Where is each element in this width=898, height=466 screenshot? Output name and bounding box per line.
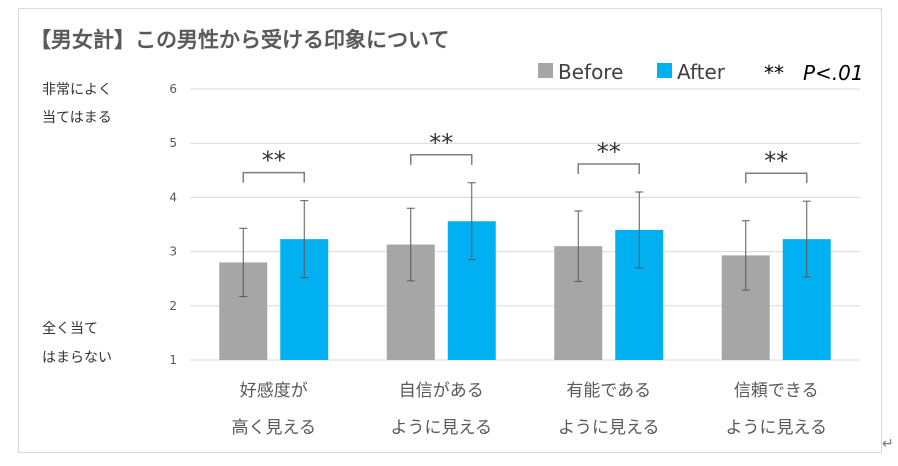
significance-legend-p: P<.01	[803, 61, 864, 85]
significance-stars-3: **	[764, 147, 788, 175]
chart-frame	[18, 8, 882, 453]
significance-bracket-1	[410, 154, 473, 165]
y-label-top-line1: 非常によく	[42, 82, 112, 98]
significance-legend-stars: **	[764, 61, 784, 85]
significance-bracket-2	[577, 163, 640, 174]
y-tick-label: 2	[169, 299, 177, 313]
y-label-bottom-line2: はまらない	[42, 350, 112, 366]
significance-bracket-3	[745, 172, 808, 184]
significance-stars-1: **	[429, 129, 453, 157]
return-mark: ↵	[882, 436, 894, 452]
category-label-0-line2: 高く見える	[232, 418, 317, 438]
legend-label-after: After	[677, 60, 726, 84]
y-tick-label: 3	[169, 245, 177, 259]
significance-bracket-0	[242, 171, 305, 183]
y-tick-label: 5	[169, 136, 177, 150]
category-label-3-line2: ように見える	[726, 418, 828, 438]
category-label-2-line1: 有能である	[566, 381, 651, 401]
y-label-bottom-line1: 全く当て	[42, 320, 98, 337]
y-label-top-line2: 当てはまる	[42, 110, 112, 126]
category-label-0-line1: 好感度が	[240, 381, 308, 401]
legend-swatch-before	[538, 63, 553, 78]
y-tick-label: 6	[169, 82, 177, 96]
category-label-3-line1: 信頼できる	[734, 381, 819, 401]
chart-title: 【男女計】この男性から受ける印象について	[30, 28, 449, 52]
y-tick-label: 1	[169, 353, 177, 367]
y-tick-label: 4	[169, 190, 177, 204]
significance-stars-2: **	[597, 138, 621, 166]
legend: Before After ** P<.01	[538, 60, 864, 85]
category-label-1-line1: 自信がある	[399, 381, 484, 401]
category-label-1-line2: ように見える	[391, 418, 493, 438]
legend-label-before: Before	[558, 60, 623, 84]
legend-swatch-after	[657, 63, 672, 78]
significance-stars-0: **	[262, 147, 286, 175]
category-label-2-line2: ように見える	[558, 418, 660, 438]
